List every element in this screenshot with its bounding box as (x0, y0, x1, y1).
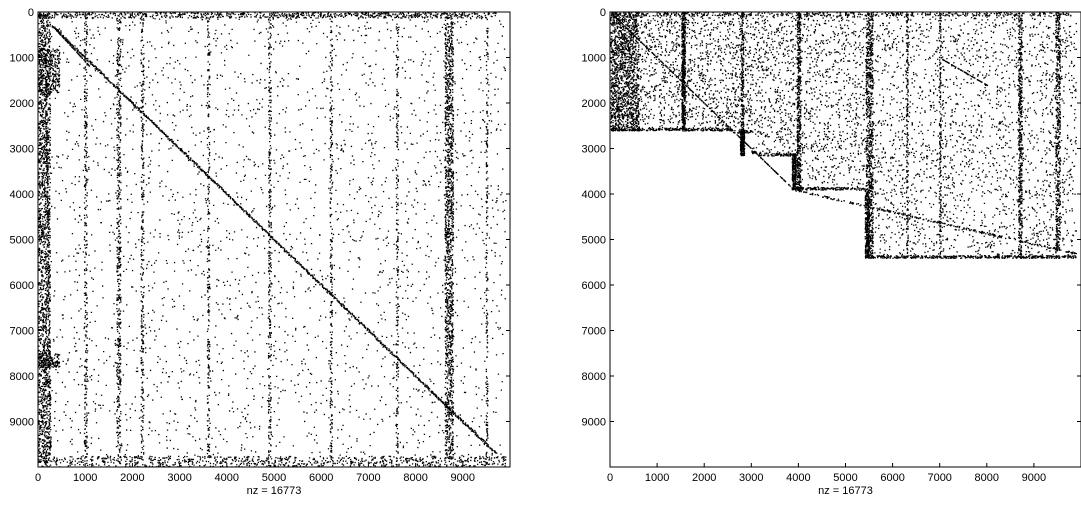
y-tick-label: 9000 (582, 417, 606, 429)
x-tick-label: 3000 (739, 472, 763, 484)
x-tick-label: 9000 (1022, 472, 1046, 484)
x-tick-label: 4000 (215, 472, 239, 484)
y-tick-label: 8000 (582, 371, 606, 383)
y-tick-label: 5000 (10, 235, 34, 247)
y-tick-label: 6000 (10, 280, 34, 292)
x-tick-label: 6000 (880, 472, 904, 484)
y-tick-label: 7000 (10, 326, 34, 338)
x-tick-label: 9000 (451, 472, 475, 484)
x-tick-label: 6000 (309, 472, 333, 484)
x-tick-label: 8000 (403, 472, 427, 484)
y-tick-label: 0 (28, 7, 34, 19)
y-tick-label: 3000 (582, 144, 606, 156)
x-tick-label: 1000 (645, 472, 669, 484)
y-tick-label: 4000 (10, 189, 34, 201)
x-tick-label: 7000 (356, 472, 380, 484)
y-tick-label: 1000 (582, 53, 606, 65)
y-tick-label: 6000 (582, 280, 606, 292)
nonzero-marks (610, 12, 1078, 259)
y-tick-label: 8000 (10, 371, 34, 383)
x-tick-label: 4000 (786, 472, 810, 484)
nonzero-points (38, 12, 507, 467)
x-tick-label: 2000 (120, 472, 144, 484)
y-tick-label: 4000 (582, 189, 606, 201)
x-tick-label: 7000 (927, 472, 951, 484)
x-axis-label: nz = 16773 (818, 485, 873, 497)
y-tick-label: 0 (600, 7, 606, 19)
x-tick-label: 0 (35, 472, 41, 484)
y-tick-label: 2000 (582, 98, 606, 110)
y-tick-label: 2000 (10, 98, 34, 110)
nonzero-marks (38, 12, 507, 467)
y-tick-label: 7000 (582, 326, 606, 338)
x-tick-label: 5000 (262, 472, 286, 484)
x-tick-label: 0 (607, 472, 613, 484)
x-axis-label: nz = 16773 (247, 485, 302, 497)
x-tick-label: 3000 (167, 472, 191, 484)
y-tick-label: 1000 (10, 53, 34, 65)
y-tick-label: 3000 (10, 144, 34, 156)
x-tick-label: 5000 (833, 472, 857, 484)
y-tick-label: 5000 (582, 235, 606, 247)
x-tick-label: 2000 (692, 472, 716, 484)
nonzero-points (610, 12, 1078, 259)
y-tick-label: 9000 (10, 417, 34, 429)
spy-plot-right: 0 1000 2000 3000 4000 5000 6000 7000 8000 9000 0 10… (582, 7, 1081, 497)
spy-plot-left: 0 1000 2000 3000 4000 5000 6000 7000 8000 9000 0 10… (10, 7, 511, 497)
x-tick-label: 1000 (73, 472, 97, 484)
x-tick-label: 8000 (975, 472, 999, 484)
